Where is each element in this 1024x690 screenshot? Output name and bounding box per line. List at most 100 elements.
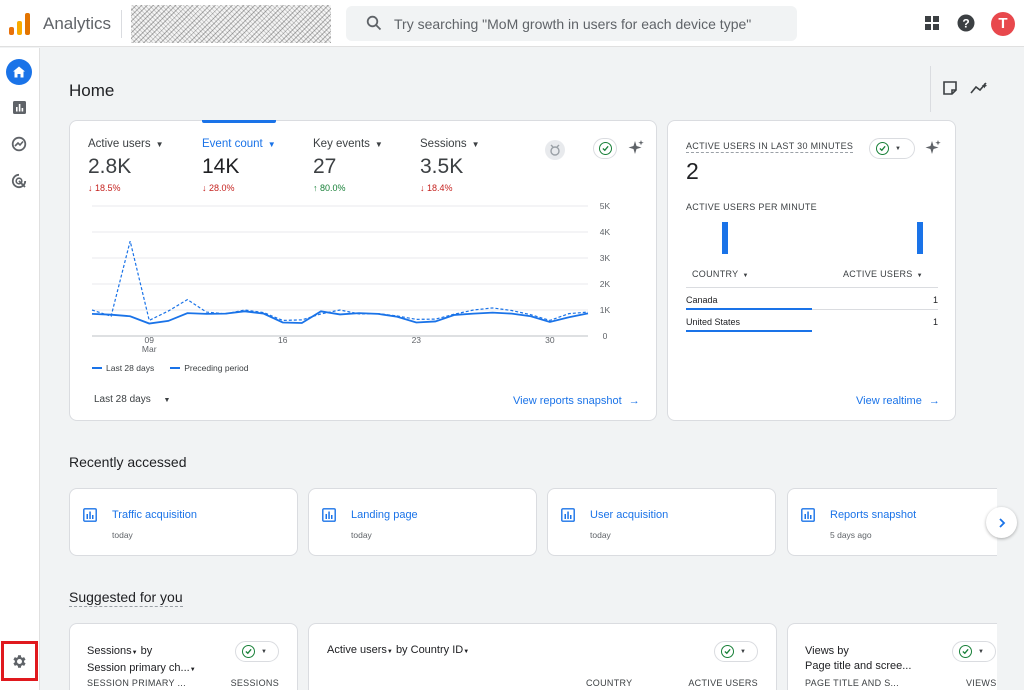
apps-grid-icon[interactable]: [922, 13, 942, 33]
realtime-bar-chart: [722, 222, 923, 254]
divider: [121, 10, 122, 38]
x-tick-label: 09: [144, 335, 154, 345]
search-input[interactable]: [394, 6, 784, 41]
recent-card-title: Landing page: [351, 509, 418, 521]
card-status-button[interactable]: ▼: [235, 641, 279, 662]
home-icon: [13, 66, 25, 78]
dimension-dropdown[interactable]: Country ID: [410, 644, 464, 656]
by-label: by: [140, 645, 153, 657]
users-cell: 1: [932, 295, 938, 305]
date-range-selector[interactable]: Last 28 days ▼: [94, 394, 170, 405]
view-reports-snapshot-link[interactable]: View reports snapshot →: [513, 395, 640, 407]
y-tick-label: 5K: [600, 201, 611, 211]
card-status-button[interactable]: ▼: [952, 641, 996, 662]
metric-change: 18.4%: [427, 183, 453, 193]
analytics-logo-icon[interactable]: [9, 13, 31, 35]
legend-item-previous: Preceding period: [170, 363, 248, 373]
svg-text:?: ?: [962, 17, 969, 31]
help-icon[interactable]: ?: [956, 13, 976, 33]
sort-caret-icon: ▼: [742, 273, 749, 279]
column-header: VIEWS: [966, 678, 997, 688]
metric-value: 27: [313, 155, 337, 178]
by-label: by: [837, 645, 849, 657]
table-row[interactable]: Canada 1: [686, 288, 938, 310]
metric-active-users[interactable]: Active users ▼ 2.8K ↓ 18.5%: [88, 138, 164, 193]
suggested-card-sessions: Sessions▼ by Session primary ch...▼ ▼ SE…: [69, 623, 298, 690]
metric-key-events[interactable]: Key events ▼ 27 ↑ 80.0%: [313, 138, 383, 193]
metric-dropdown[interactable]: Views: [805, 645, 835, 657]
sparkle-icon[interactable]: [924, 139, 942, 157]
metric-event-count[interactable]: Event count ▼ 14K ↓ 28.0%: [202, 138, 276, 193]
metric-sessions[interactable]: Sessions ▼ 3.5K ↓ 18.4%: [420, 138, 480, 193]
nav-reports[interactable]: [6, 94, 32, 120]
search-bar[interactable]: [346, 6, 797, 41]
metric-value: 3.5K: [420, 155, 464, 178]
recent-card-traffic-acquisition[interactable]: Traffic acquisition today: [69, 488, 298, 556]
realtime-value: 2: [686, 158, 699, 184]
carousel-next-button[interactable]: [986, 507, 1017, 538]
dropdown-caret-icon: ▼: [740, 648, 746, 655]
link-label: View reports snapshot: [513, 395, 622, 407]
active-users-column-header[interactable]: ACTIVE USERS ▼: [843, 269, 923, 279]
chevron-right-icon: [998, 517, 1005, 528]
metric-dropdown[interactable]: Sessions: [87, 645, 132, 657]
data-status-button[interactable]: [593, 138, 617, 159]
report-icon: [83, 508, 97, 522]
nav-admin-settings[interactable]: [6, 648, 32, 674]
column-header: ACTIVE USERS: [688, 678, 758, 688]
arrow-right-icon: →: [928, 395, 940, 407]
page-title: Home: [69, 81, 115, 100]
avatar[interactable]: T: [991, 12, 1015, 36]
notes-icon[interactable]: [942, 80, 958, 96]
metric-label: Event count: [202, 138, 263, 150]
realtime-minute-bar: [722, 222, 728, 254]
account-selector[interactable]: [131, 5, 331, 43]
recent-card-reports-snapshot[interactable]: Reports snapshot 5 days ago: [787, 488, 997, 556]
realtime-card: ACTIVE USERS IN LAST 30 MINUTES ▼ 2 ACTI…: [667, 120, 956, 421]
insights-icon[interactable]: [970, 80, 990, 96]
nav-explore[interactable]: [6, 131, 32, 157]
suggested-card-active-users: Active users▼ by Country ID▼ ▼ COUNTRY A…: [308, 623, 777, 690]
users-cell: 1: [932, 317, 938, 327]
recent-card-landing-page[interactable]: Landing page today: [308, 488, 537, 556]
view-realtime-link[interactable]: View realtime →: [856, 395, 940, 407]
dimension-dropdown[interactable]: Session primary ch...: [87, 662, 190, 674]
metric-dropdown[interactable]: Active users: [327, 644, 387, 656]
intelligence-icon[interactable]: [544, 139, 566, 161]
country-cell: United States: [686, 317, 741, 327]
advertising-icon: [11, 173, 27, 189]
card-status-button[interactable]: ▼: [714, 641, 758, 662]
dropdown-caret-icon: ▼: [163, 397, 171, 404]
country-column-header[interactable]: COUNTRY ▼: [692, 269, 749, 279]
gear-icon: [12, 654, 26, 668]
y-tick-label: 3K: [600, 253, 611, 263]
header-divider: [930, 66, 931, 112]
arrow-down-icon: ↓: [420, 183, 428, 193]
recent-card-user-acquisition[interactable]: User acquisition today: [547, 488, 776, 556]
date-range-label: Last 28 days: [94, 394, 151, 405]
nav-home[interactable]: [6, 59, 32, 85]
sparkle-icon[interactable]: [627, 139, 645, 157]
column-label: ACTIVE USERS: [843, 269, 913, 279]
nav-advertising[interactable]: [6, 168, 32, 194]
app-title: Analytics: [43, 14, 112, 33]
report-icon: [322, 508, 336, 522]
chart-legend: Last 28 days Preceding period: [92, 363, 248, 373]
check-circle-icon: [959, 645, 972, 658]
dropdown-caret-icon: ▼: [131, 650, 138, 656]
sort-caret-icon: ▼: [916, 273, 923, 279]
left-nav-rail: [0, 48, 40, 690]
share-bar: [686, 308, 812, 310]
dropdown-caret-icon: ▼: [267, 140, 276, 149]
y-tick-label: 4K: [600, 227, 611, 237]
recent-card-title: Reports snapshot: [830, 509, 917, 521]
check-circle-icon: [876, 142, 889, 155]
realtime-status-button[interactable]: ▼: [869, 138, 915, 159]
x-tick-label: 23: [412, 335, 422, 345]
table-row[interactable]: United States 1: [686, 310, 938, 332]
series-line-preceding: [91, 240, 589, 322]
dropdown-caret-icon: ▼: [895, 145, 901, 152]
recent-card-time: 5 days ago: [830, 530, 872, 540]
dimension-dropdown[interactable]: Page title and scree...: [805, 660, 912, 672]
x-tick-sublabel: Mar: [142, 344, 157, 354]
